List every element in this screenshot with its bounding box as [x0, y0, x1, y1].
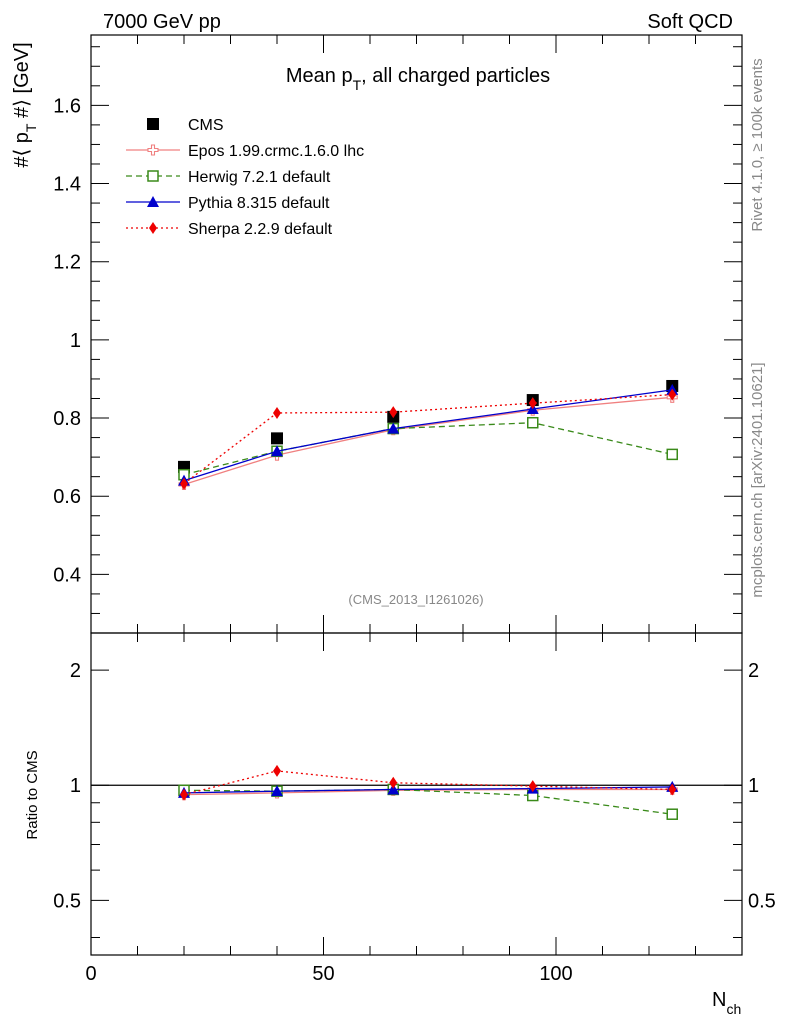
legend-item-pythia: Pythia 8.315 default	[126, 195, 330, 212]
legend-label-herwig: Herwig 7.2.1 default	[188, 169, 331, 186]
main-line-sherpa	[183, 393, 673, 485]
main-point-sherpa-125	[668, 388, 677, 401]
legend-label-pythia: Pythia 8.315 default	[188, 195, 330, 212]
legend-item-cms: CMS	[147, 117, 224, 134]
main-y-tick-label: 0.8	[53, 408, 81, 430]
main-line-herwig	[183, 422, 673, 476]
x-tick-label: 100	[539, 963, 572, 985]
ratio-y-tick-label-right: 0.5	[748, 890, 776, 912]
ratio-line-herwig	[183, 788, 673, 815]
ratio-y-tick-label-right: 2	[748, 660, 759, 682]
main-point-herwig-125	[666, 448, 678, 461]
legend-marker-herwig	[147, 170, 159, 182]
main-point-sherpa-20	[180, 477, 188, 490]
main-y-tick-label: 0.6	[53, 486, 81, 508]
legend-label-epos: Epos 1.99.crmc.1.6.0 lhc	[188, 143, 364, 160]
ratio-y-tick-label: 1	[70, 775, 81, 797]
main-y-tick-label: 1.2	[53, 252, 81, 274]
legend-item-epos: Epos 1.99.crmc.1.6.0 lhc	[126, 143, 364, 160]
main-series-pythia	[178, 383, 679, 486]
main-y-tick-label: 1	[70, 330, 81, 352]
main-series-herwig	[178, 416, 678, 481]
ratio-point-sherpa-125	[668, 783, 677, 796]
ratio-axis-ticks: 0.5 0.5 1 1 2 2 0 50 100	[53, 633, 776, 985]
main-point-cms-40	[271, 432, 283, 445]
ratio-point-sherpa-65	[389, 776, 398, 789]
ratio-point-pythia-65	[387, 783, 400, 795]
ratio-y-tick-label: 0.5	[53, 890, 81, 912]
chart-title: Mean pT, all charged particles	[286, 65, 550, 93]
x-tick-label: 0	[85, 963, 96, 985]
x-tick-label: 50	[312, 963, 334, 985]
legend-marker-sherpa	[149, 222, 157, 234]
main-point-sherpa-65	[389, 406, 398, 419]
main-line-epos	[183, 396, 673, 486]
legend-marker-epos	[147, 144, 159, 156]
main-series-epos	[178, 391, 678, 491]
legend-label-cms: CMS	[188, 117, 224, 134]
ratio-y-axis-label: Ratio to CMS	[24, 750, 41, 839]
main-y-tick-label: 1.4	[53, 174, 81, 196]
header-category: Soft QCD	[647, 11, 733, 33]
legend-marker-cms	[147, 118, 159, 130]
main-axis-ticks: 0.4 0.6 0.8 1 1.2 1.4 1.6	[53, 35, 743, 634]
ratio-y-tick-label-right: 1	[748, 775, 759, 797]
legend-label-sherpa: Sherpa 2.2.9 default	[188, 221, 333, 238]
main-panel: 0.4 0.6 0.8 1 1.2 1.4 1.6 Mean pT, all charged…	[11, 34, 743, 634]
mcplots-label: mcplots.cern.ch [arXiv:2401.10621]	[749, 362, 766, 597]
legend-item-herwig: Herwig 7.2.1 default	[126, 169, 331, 186]
main-y-tick-label: 1.6	[53, 95, 81, 117]
ratio-series-layer	[178, 764, 679, 820]
ratio-panel: 0.5 0.5 1 1 2 2 0 50 100 Ratio to CMS Nch	[24, 632, 776, 1017]
header-energy: 7000 GeV pp	[103, 11, 221, 33]
rivet-label: Rivet 4.1.0, ≥ 100k events	[749, 58, 766, 231]
ratio-point-pythia-40	[271, 785, 283, 797]
ratio-point-sherpa-20	[180, 788, 188, 801]
legend-marker-pythia	[147, 196, 159, 207]
main-y-tick-label: 0.4	[53, 564, 81, 586]
main-point-pythia-65	[387, 422, 400, 434]
main-series-sherpa	[180, 388, 677, 490]
ratio-point-sherpa-95	[528, 780, 537, 793]
ratio-point-sherpa-40	[273, 764, 281, 777]
main-point-pythia-40	[271, 445, 283, 457]
ratio-point-herwig-125	[666, 808, 678, 820]
main-point-sherpa-40	[273, 406, 281, 419]
analysis-watermark: (CMS_2013_I1261026)	[348, 592, 483, 607]
ratio-y-tick-label: 2	[70, 660, 81, 682]
legend: CMS Epos 1.99.crmc.1.6.0 lhc Herwig 7.2.1 …	[126, 117, 364, 238]
legend-item-sherpa: Sherpa 2.2.9 default	[126, 221, 333, 238]
main-point-sherpa-95	[528, 397, 537, 410]
x-axis-label: Nch	[712, 989, 741, 1017]
ratio-series-sherpa	[180, 764, 677, 801]
y-axis-label: #⟨ pT #⟩ [GeV]	[11, 42, 39, 167]
main-point-herwig-95	[527, 416, 539, 429]
main-series-layer	[178, 379, 679, 491]
